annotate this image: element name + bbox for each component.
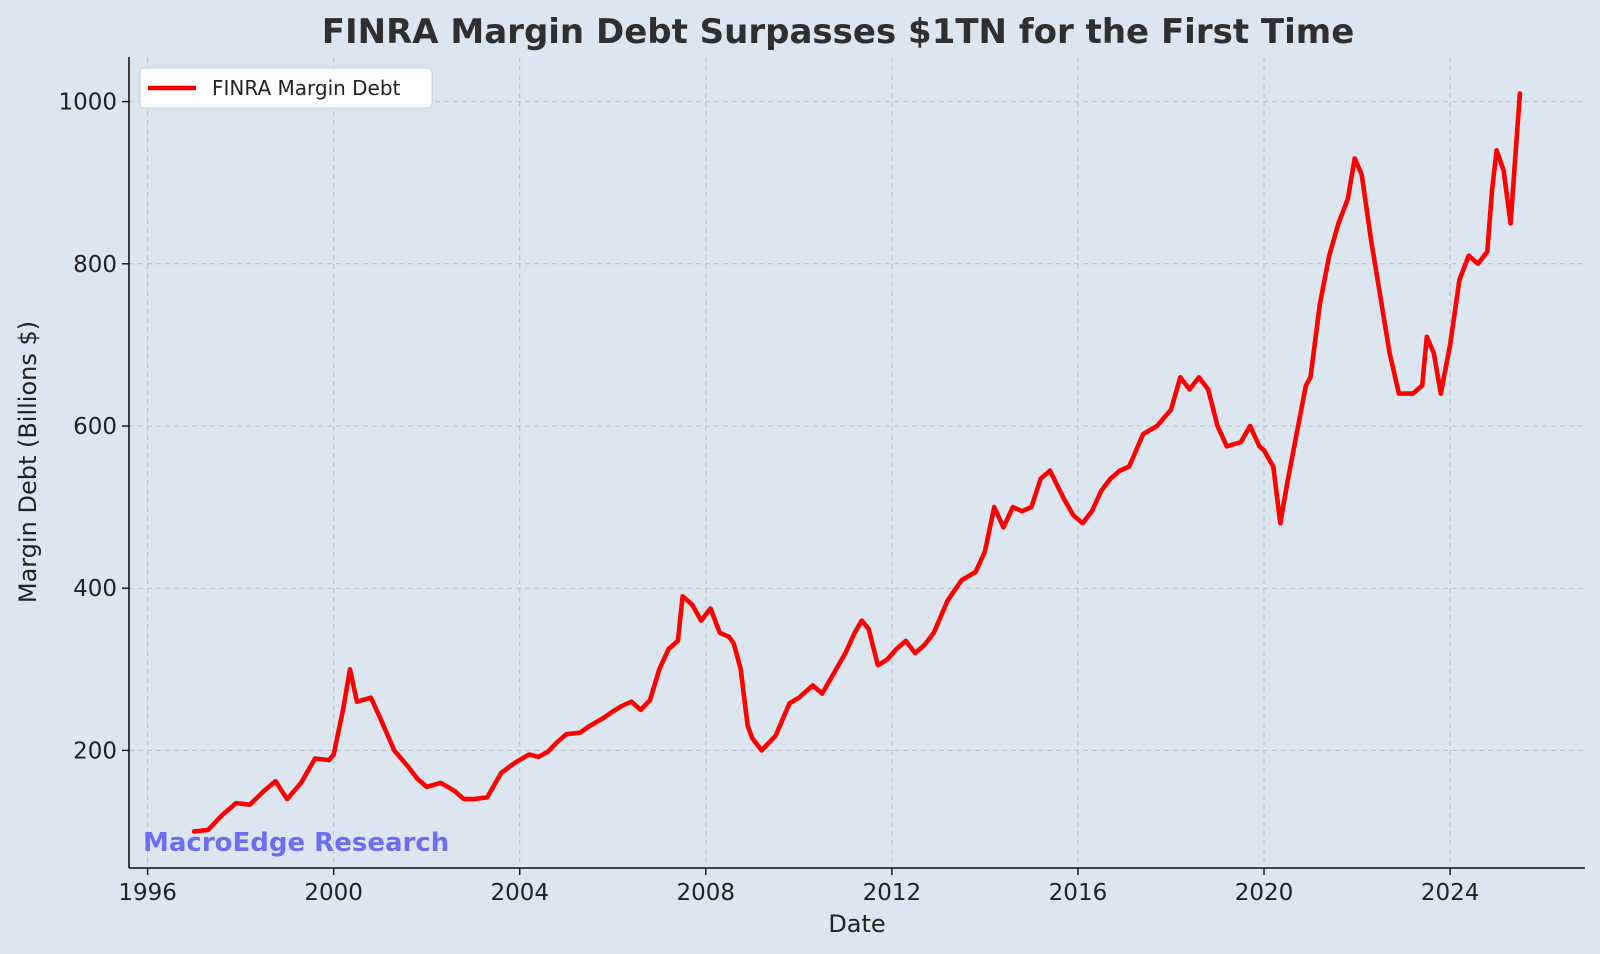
x-axis-label: Date [828,910,885,938]
margin-debt-series-line [191,91,1523,834]
x-tick-label: 2012 [863,880,922,906]
x-tick-label: 2020 [1235,880,1294,906]
x-tick-label: 2000 [304,880,363,906]
watermark-text: MacroEdge Research [143,828,449,858]
legend-label: FINRA Margin Debt [212,76,401,100]
x-tick-label: 2024 [1421,880,1480,906]
y-tick-label: 1000 [58,90,117,116]
y-tick-label: 400 [73,576,117,602]
x-tick-label: 2004 [490,880,549,906]
legend-box [139,67,433,109]
x-tick-label: 2008 [677,880,736,906]
y-tick-label: 800 [73,252,117,278]
y-axis-label: Margin Debt (Billions $) [14,321,42,603]
chart-title: FINRA Margin Debt Surpasses $1TN for the… [322,12,1355,52]
x-tick-label: 1996 [118,880,177,906]
gridlines [129,57,1585,868]
y-tick-label: 200 [73,738,117,764]
x-tick-label: 2016 [1049,880,1108,906]
axis-ticks: 1996 2000 2004 2008 2012 2016 2020 2024 200 400 60… [58,90,1479,906]
y-tick-label: 600 [73,414,117,440]
legend: FINRA Margin Debt [139,67,433,109]
